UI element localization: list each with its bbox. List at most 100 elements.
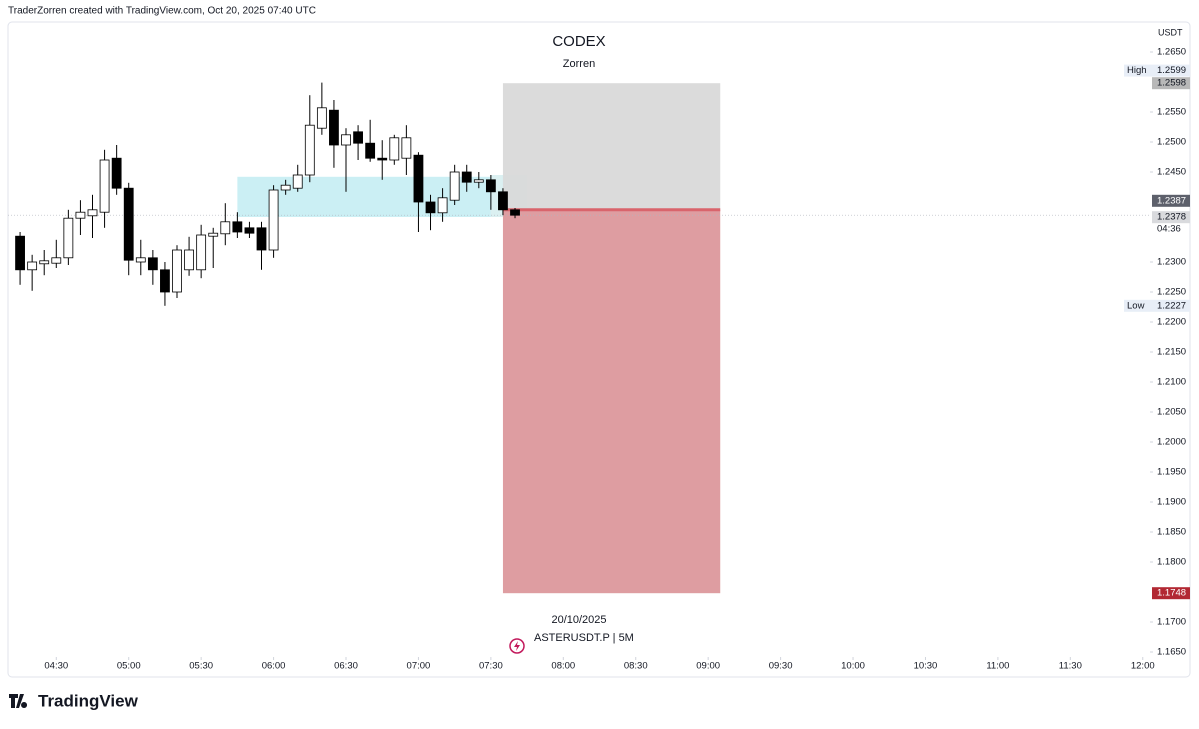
chart-title: CODEX <box>552 33 605 50</box>
header: TraderZorren created with TradingView.co… <box>8 6 316 17</box>
candle-body <box>196 234 207 271</box>
y-tick-label: 1.2500 <box>1157 137 1186 148</box>
x-tick-label: 09:30 <box>769 661 793 672</box>
candle-body <box>413 154 424 203</box>
candle-body <box>389 137 400 161</box>
x-tick-label: 05:00 <box>117 661 141 672</box>
candle-body <box>449 171 460 201</box>
low_label-name: Low <box>1127 300 1145 311</box>
x-tick-label: 06:30 <box>334 661 358 672</box>
candle-body <box>111 157 122 189</box>
candle-body <box>63 217 74 259</box>
y-tick-label: 1.2650 <box>1157 47 1186 58</box>
y-tick-label: 1.1950 <box>1157 467 1186 478</box>
candle-body <box>232 221 243 233</box>
candle-body <box>280 184 291 191</box>
y-tick-label: 1.2000 <box>1157 437 1186 448</box>
candle-body <box>353 131 363 144</box>
x-tick-label: 11:30 <box>1059 661 1082 672</box>
currency: USDT <box>1158 27 1183 37</box>
x-tick-label: 08:00 <box>551 661 575 672</box>
target-label: 1.2598 <box>1157 78 1186 89</box>
low_label-bg <box>1124 299 1190 312</box>
x-tick-label: 08:30 <box>624 661 648 672</box>
candle-body <box>15 235 25 271</box>
x-tick-label: 04:30 <box>44 661 68 672</box>
candle-body <box>208 232 219 237</box>
x-tick-label: 06:00 <box>262 661 286 672</box>
x-tick-label: 12:00 <box>1131 661 1155 672</box>
chart-subtitle: Zorren <box>563 58 595 70</box>
candle-body <box>425 201 436 214</box>
candle-body <box>304 124 315 176</box>
profit-zone <box>502 83 721 210</box>
candle-body <box>377 157 388 161</box>
candle-body <box>329 109 339 146</box>
y-tick-label: 1.2200 <box>1157 317 1186 328</box>
y-tick-label: 1.1900 <box>1157 497 1186 508</box>
candle-body <box>123 187 134 261</box>
candle-body <box>316 107 327 129</box>
y-tick-label: 1.2450 <box>1157 167 1186 178</box>
candle-body <box>256 227 267 251</box>
candle-body <box>172 249 182 293</box>
candle-body <box>510 209 520 216</box>
candle-body <box>99 159 110 213</box>
y-tick-label: 1.1850 <box>1157 527 1186 538</box>
x-tick-label: 05:30 <box>189 661 213 672</box>
high_label-name: High <box>1127 65 1147 76</box>
candle-body <box>135 257 146 263</box>
last-price-label: 1.2378 <box>1157 212 1186 223</box>
brand-logo: TradingView <box>9 691 139 710</box>
candle-body <box>341 134 351 146</box>
candle-body <box>268 189 279 251</box>
brand: TradingView <box>38 691 139 710</box>
candle-body <box>27 261 38 271</box>
x-tick-label: 11:00 <box>986 661 1009 672</box>
y-tick-label: 1.1800 <box>1157 557 1186 568</box>
plot <box>8 82 1150 594</box>
y-tick-label: 1.1700 <box>1157 617 1186 628</box>
x-tick-label: 07:00 <box>407 661 431 672</box>
loss-zone <box>502 209 721 594</box>
zone <box>237 176 491 217</box>
candle-body <box>437 197 448 214</box>
last-price-label-bg <box>1152 211 1190 224</box>
candle-body <box>473 179 484 183</box>
candle-body <box>292 174 303 189</box>
entry-label: 1.2387 <box>1157 195 1186 206</box>
candle-body <box>184 249 194 271</box>
candle-body <box>461 171 472 183</box>
symbol-label: ASTERUSDT.P | 5M <box>534 632 634 644</box>
x-tick-label: 09:00 <box>696 661 720 672</box>
candle-body <box>39 260 50 265</box>
symbol-icon-bolt <box>514 641 520 651</box>
candle-body <box>365 142 376 159</box>
x-tick-label: 10:00 <box>841 661 865 672</box>
candle-body <box>75 211 86 219</box>
y-tick-label: 1.2050 <box>1157 407 1186 418</box>
candle-body <box>498 191 508 211</box>
high_label-bg <box>1124 64 1190 77</box>
low_label-value: 1.2227 <box>1157 300 1186 311</box>
stop-label: 1.1748 <box>1157 588 1186 599</box>
countdown: 04:36 <box>1157 224 1181 235</box>
candle-body <box>401 137 412 159</box>
target-label-bg <box>1152 77 1190 90</box>
logo-mark <box>9 694 28 708</box>
candle-body <box>160 269 170 293</box>
x-tick-label: 10:30 <box>914 661 938 672</box>
candle-body <box>244 227 255 234</box>
candle-body <box>220 221 231 235</box>
candle-body <box>51 257 62 264</box>
date-label: 20/10/2025 <box>551 614 606 626</box>
entry-label-bg <box>1152 194 1190 207</box>
candle-body <box>147 257 158 271</box>
y-tick-label: 1.2100 <box>1157 377 1186 388</box>
x-tick-label: 07:30 <box>479 661 503 672</box>
y-tick-label: 1.2250 <box>1157 287 1186 298</box>
y-tick-label: 1.2550 <box>1157 107 1186 118</box>
candle-body <box>87 209 98 217</box>
